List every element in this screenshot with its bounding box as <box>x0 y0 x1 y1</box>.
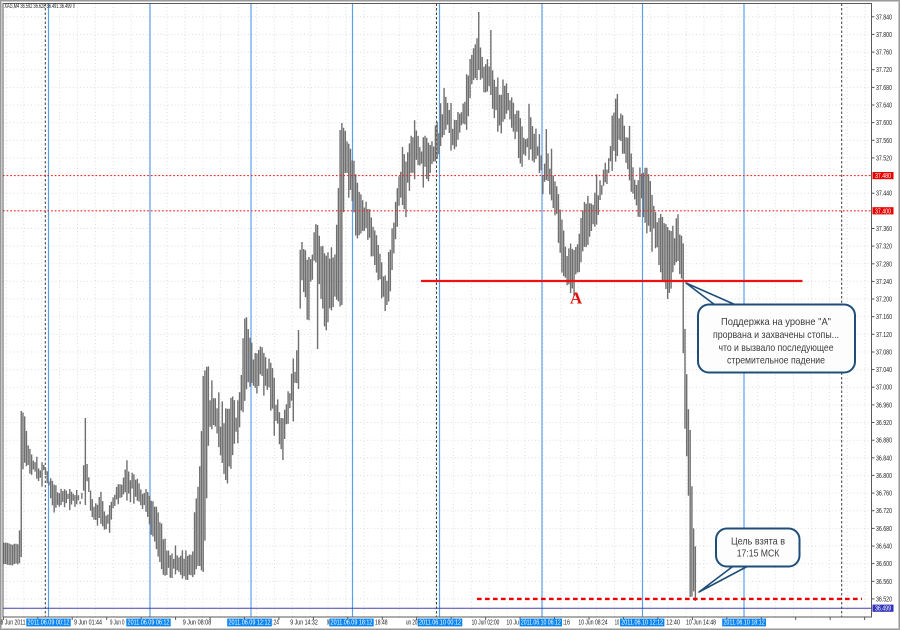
svg-text:37.600: 37.600 <box>876 120 892 127</box>
svg-text:10 Ju: 10 Ju <box>506 620 519 627</box>
svg-text:37.640: 37.640 <box>876 103 892 110</box>
svg-text:2011.06.09 00:12: 2011.06.09 00:12 <box>28 620 70 627</box>
svg-text:37.000: 37.000 <box>876 385 892 392</box>
svg-text:2011.06.09 18:12: 2011.06.09 18:12 <box>331 620 373 627</box>
svg-text:стремительное падение: стремительное падение <box>727 356 825 367</box>
svg-text:37.520: 37.520 <box>876 155 892 162</box>
svg-text:2011.06.10 18:12: 2011.06.10 18:12 <box>723 620 764 627</box>
svg-text:37.400: 37.400 <box>875 208 891 215</box>
svg-text::16: :16 <box>563 620 571 627</box>
svg-text:37.360: 37.360 <box>876 226 892 233</box>
svg-text:36.520: 36.520 <box>876 596 892 603</box>
svg-text:2011.06.09 06:12: 2011.06.09 06:12 <box>128 620 170 627</box>
svg-text:37.800: 37.800 <box>876 32 892 39</box>
svg-text:36.600: 36.600 <box>876 561 892 568</box>
svg-text:36.640: 36.640 <box>876 544 892 551</box>
svg-text:36.880: 36.880 <box>876 438 892 445</box>
svg-text:36.760: 36.760 <box>876 491 892 498</box>
svg-text:XAG,M4 36.592 36.628 36.491 3: XAG,M4 36.592 36.628 36.491 36.499 0 <box>4 3 75 10</box>
svg-text:9: 9 <box>327 620 330 627</box>
svg-text:A: A <box>570 288 583 307</box>
svg-text:37.680: 37.680 <box>876 85 892 92</box>
svg-text:прорвана и захвачены стопы...: прорвана и захвачены стопы... <box>713 330 839 341</box>
svg-text:10 Jun 14:48: 10 Jun 14:48 <box>686 620 716 627</box>
svg-text:37.720: 37.720 <box>876 67 892 74</box>
svg-text:2011.06.10 06:12: 2011.06.10 06:12 <box>521 620 561 627</box>
svg-text:37.160: 37.160 <box>876 314 892 321</box>
svg-text:что и вызвало последующее: что и вызвало последующее <box>719 343 834 354</box>
svg-text:10 Jun 08:24: 10 Jun 08:24 <box>578 620 607 627</box>
svg-text:37.440: 37.440 <box>876 191 892 198</box>
svg-text:37.120: 37.120 <box>876 332 892 339</box>
svg-text:36.960: 36.960 <box>876 402 892 409</box>
svg-text:9 Jun 08:08: 9 Jun 08:08 <box>183 620 212 627</box>
svg-text:18:48: 18:48 <box>375 620 388 627</box>
svg-text:36.920: 36.920 <box>876 420 892 427</box>
svg-text:37.840: 37.840 <box>876 14 892 21</box>
svg-text:10: 10 <box>615 620 620 627</box>
svg-text:37.480: 37.480 <box>875 173 891 180</box>
svg-text:9 Jun 14:32: 9 Jun 14:32 <box>290 620 318 627</box>
svg-text:37.200: 37.200 <box>876 297 892 304</box>
svg-text:un 20: un 20 <box>406 620 418 627</box>
svg-text:37.040: 37.040 <box>876 367 892 374</box>
svg-text:Поддержка на уровне "А": Поддержка на уровне "А" <box>721 317 831 328</box>
svg-text:10 Jun 02:00: 10 Jun 02:00 <box>472 620 500 627</box>
svg-text:12:40: 12:40 <box>666 620 680 627</box>
svg-text:37.560: 37.560 <box>876 138 892 145</box>
svg-text:17:15 МСК: 17:15 МСК <box>737 549 780 560</box>
svg-text:36.720: 36.720 <box>876 508 892 515</box>
svg-text:37.280: 37.280 <box>876 261 892 268</box>
svg-text:37.320: 37.320 <box>876 244 892 251</box>
svg-text:Цель взята в: Цель взята в <box>731 537 785 548</box>
svg-text:37.760: 37.760 <box>876 50 892 57</box>
svg-text:2011.06.10 12:12: 2011.06.10 12:12 <box>621 620 663 627</box>
svg-text:9 Jun 01:44: 9 Jun 01:44 <box>74 620 102 627</box>
svg-text:2011.06.10 00:12: 2011.06.10 00:12 <box>419 620 461 627</box>
svg-text:37.080: 37.080 <box>876 350 892 357</box>
svg-text:36.560: 36.560 <box>876 579 892 586</box>
svg-text:37.240: 37.240 <box>876 279 892 286</box>
svg-text:8 Jun 2011: 8 Jun 2011 <box>1 620 26 627</box>
svg-text:36.680: 36.680 <box>876 526 892 533</box>
svg-text:36.499: 36.499 <box>875 606 891 613</box>
svg-text:36.840: 36.840 <box>876 455 892 462</box>
svg-text:2011.06.09 12:12: 2011.06.09 12:12 <box>228 620 270 627</box>
svg-text:9 Jun 0: 9 Jun 0 <box>110 620 125 627</box>
svg-text::24: :24 <box>272 620 279 627</box>
svg-text:36.800: 36.800 <box>876 473 892 480</box>
